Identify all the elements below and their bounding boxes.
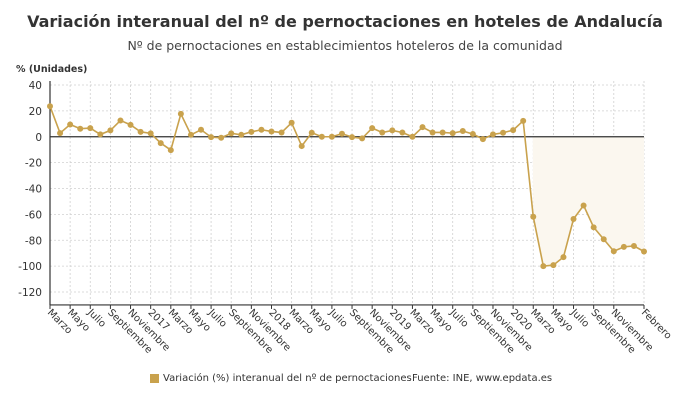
y-tick-label: 20 [29, 106, 42, 118]
data-point [137, 128, 144, 135]
data-point [308, 129, 315, 136]
data-point [641, 248, 647, 255]
data-point [479, 136, 486, 143]
legend: Variación (%) interanual del nº de perno… [150, 373, 412, 384]
data-point [218, 134, 225, 141]
data-point [57, 130, 64, 137]
data-point [187, 131, 194, 138]
data-point [459, 128, 466, 135]
data-point [489, 131, 496, 138]
data-point [87, 125, 94, 132]
data-point [127, 121, 134, 128]
source-note: Fuente: INE, www.epdata.es [412, 373, 553, 384]
data-point [107, 127, 114, 134]
data-point [540, 263, 547, 270]
data-point [328, 133, 335, 140]
data-point [278, 129, 285, 136]
y-tick-label: -100 [18, 261, 42, 273]
data-point [208, 134, 215, 141]
data-point [338, 130, 345, 137]
data-point [429, 129, 436, 136]
data-point [177, 110, 184, 117]
data-point [530, 213, 537, 220]
y-tick-label: -60 [25, 209, 42, 221]
data-point [600, 236, 607, 243]
chart-title: Variación interanual del nº de pernoctac… [27, 12, 663, 31]
data-point [449, 130, 456, 137]
legend-label: Variación (%) interanual del nº de perno… [163, 373, 412, 384]
data-point [47, 103, 53, 110]
y-tick-label: -120 [18, 287, 42, 299]
data-point [439, 129, 446, 136]
data-point [630, 242, 637, 249]
data-point [469, 131, 476, 138]
legend-swatch [150, 374, 159, 383]
data-point [419, 124, 426, 131]
data-point [318, 133, 325, 140]
y-tick-label: 0 [35, 132, 42, 144]
chart-subtitle: Nº de pernoctaciones en establecimientos… [127, 38, 563, 53]
data-point [268, 128, 275, 135]
data-point [157, 140, 164, 147]
data-point [147, 130, 154, 137]
data-point [67, 121, 74, 128]
data-point [580, 202, 587, 209]
data-point [560, 254, 567, 261]
y-tick-label: -40 [25, 184, 42, 196]
data-point [510, 127, 517, 134]
data-point [77, 125, 84, 132]
data-point [409, 133, 416, 140]
data-point [167, 147, 174, 154]
data-point [198, 126, 205, 133]
y-axis-label: % (Unidades) [16, 64, 87, 75]
data-point [610, 248, 617, 255]
data-point [620, 243, 627, 250]
data-point [550, 262, 557, 269]
data-point [570, 216, 577, 223]
data-point [399, 129, 406, 136]
data-point [520, 117, 527, 124]
data-point [97, 131, 104, 138]
covid-shaded-area [532, 136, 644, 267]
data-point [500, 129, 507, 136]
y-tick-label: -80 [25, 235, 42, 247]
data-point [369, 125, 376, 132]
data-point [298, 143, 305, 150]
data-point [389, 127, 396, 134]
data-point [238, 131, 245, 138]
data-point [248, 128, 255, 135]
data-point [379, 129, 386, 136]
data-point [359, 135, 366, 142]
data-point [258, 126, 265, 133]
y-tick-label: -20 [25, 158, 42, 170]
y-tick-label: 40 [29, 80, 42, 92]
data-point [288, 119, 295, 126]
data-point [117, 117, 124, 124]
data-point [590, 224, 597, 231]
data-point [228, 130, 235, 137]
data-point [349, 134, 356, 141]
